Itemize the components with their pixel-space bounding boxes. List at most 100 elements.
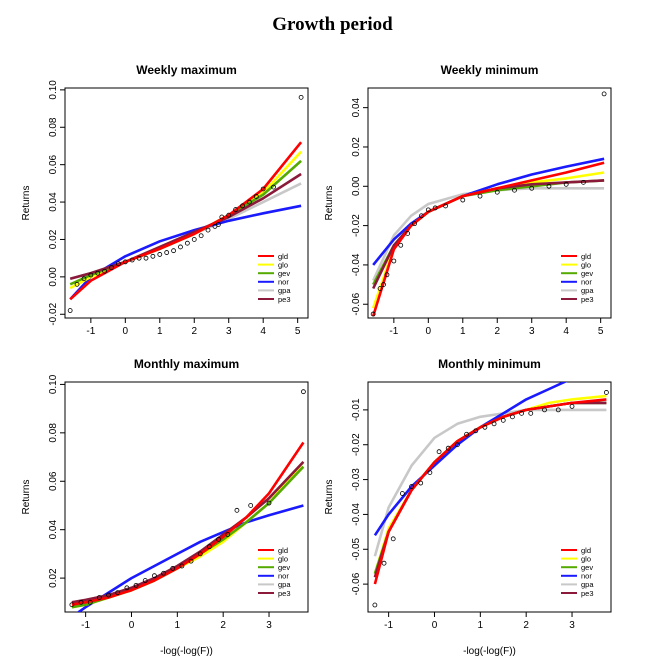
series-line-gld xyxy=(69,141,303,301)
x-tick-label: 2 xyxy=(494,326,500,337)
data-point xyxy=(271,184,276,190)
data-point xyxy=(191,237,197,242)
y-tick-label: 0.04 xyxy=(351,97,362,117)
data-point xyxy=(381,560,387,566)
data-point xyxy=(266,500,272,506)
data-point xyxy=(106,592,111,598)
data-point xyxy=(372,602,378,608)
y-tick-label: -0.02 xyxy=(48,302,59,325)
data-point xyxy=(87,599,93,605)
legend-label-nor: nor xyxy=(581,278,592,287)
data-point xyxy=(219,214,225,220)
data-point xyxy=(425,207,431,213)
x-tick-label: 0 xyxy=(426,326,432,337)
x-tick-label: 2 xyxy=(220,620,226,631)
data-point xyxy=(171,248,176,254)
y-tick-label: 0.06 xyxy=(48,471,59,491)
x-tick-label: 3 xyxy=(266,620,272,631)
data-point xyxy=(491,421,497,427)
panel-title: Weekly maximum xyxy=(136,63,237,77)
data-point xyxy=(205,227,211,233)
y-tick-label: -0.02 xyxy=(351,214,362,237)
data-point xyxy=(78,599,84,605)
series-line-glo xyxy=(71,461,305,609)
y-tick-label: 0.04 xyxy=(48,520,59,540)
legend-label-gld: gld xyxy=(581,252,591,261)
data-point xyxy=(129,257,135,263)
data-point xyxy=(215,222,221,227)
data-point xyxy=(240,203,245,209)
legend-label-glo: glo xyxy=(581,554,591,563)
data-point xyxy=(460,197,466,203)
data-point xyxy=(377,286,383,291)
data-point xyxy=(133,582,139,588)
data-point xyxy=(455,442,460,448)
series-line-gld xyxy=(373,398,607,585)
legend-label-gpa: gpa xyxy=(581,580,594,589)
data-point xyxy=(301,389,306,395)
data-point xyxy=(581,179,586,185)
x-tick-label: 0 xyxy=(432,620,438,631)
x-axis-label: -log(-log(F)) xyxy=(463,646,516,657)
page-title: Growth period xyxy=(272,14,393,35)
legend-label-gpa: gpa xyxy=(581,286,594,295)
y-tick-label: -0.06 xyxy=(351,572,362,595)
data-point xyxy=(412,221,417,227)
series-line-gld xyxy=(371,161,605,317)
data-point xyxy=(405,231,411,236)
data-point xyxy=(96,595,102,600)
data-point xyxy=(81,276,87,282)
data-point xyxy=(542,407,547,413)
data-point xyxy=(604,390,609,395)
series-line-gpa xyxy=(71,461,305,604)
x-tick-label: 1 xyxy=(175,620,181,631)
data-point xyxy=(216,536,221,542)
data-point xyxy=(95,270,101,276)
legend-label-gev: gev xyxy=(581,269,593,278)
legend-label-glo: glo xyxy=(581,260,591,269)
legend-label-gld: gld xyxy=(581,546,591,555)
x-tick-label: 3 xyxy=(569,620,575,631)
panel-title: Monthly minimum xyxy=(438,357,541,371)
data-point xyxy=(436,449,442,455)
data-point xyxy=(563,181,569,187)
legend-label-nor: nor xyxy=(278,572,289,581)
y-tick-label: -0.04 xyxy=(351,503,362,526)
x-tick-label: 0 xyxy=(123,326,129,337)
data-point xyxy=(381,282,386,287)
y-tick-label: -0.06 xyxy=(351,292,362,315)
data-point xyxy=(253,194,259,199)
legend-label-glo: glo xyxy=(278,554,288,563)
data-point xyxy=(143,255,149,261)
legend-label-nor: nor xyxy=(581,572,592,581)
data-point xyxy=(136,255,142,261)
legend-label-pe3: pe3 xyxy=(278,295,291,304)
data-point xyxy=(225,532,231,537)
y-axis-label: Returns xyxy=(21,479,32,514)
x-tick-label: -1 xyxy=(384,620,393,631)
data-point xyxy=(170,566,176,571)
y-tick-label: 0.00 xyxy=(351,176,362,196)
x-tick-label: 2 xyxy=(523,620,529,631)
data-point xyxy=(427,470,433,476)
legend-label-gld: gld xyxy=(278,252,288,261)
legend-label-pe3: pe3 xyxy=(581,295,594,304)
data-point xyxy=(188,558,194,564)
data-point xyxy=(398,242,404,248)
series-line-pe3 xyxy=(71,461,305,604)
data-point xyxy=(546,183,552,189)
data-point xyxy=(247,199,252,205)
series-line-gev xyxy=(372,179,605,286)
plot-frame xyxy=(367,381,612,613)
data-point xyxy=(569,403,575,409)
data-point xyxy=(443,203,448,209)
x-tick-label: 0 xyxy=(129,620,135,631)
data-point xyxy=(399,491,405,496)
plot-frame xyxy=(64,87,309,319)
y-axis-label: Returns xyxy=(324,185,335,220)
y-tick-label: 0.02 xyxy=(48,229,59,249)
panel-title: Monthly maximum xyxy=(134,357,239,371)
y-tick-label: 0.08 xyxy=(48,423,59,443)
data-point xyxy=(477,193,483,199)
series-line-gpa xyxy=(372,187,605,282)
